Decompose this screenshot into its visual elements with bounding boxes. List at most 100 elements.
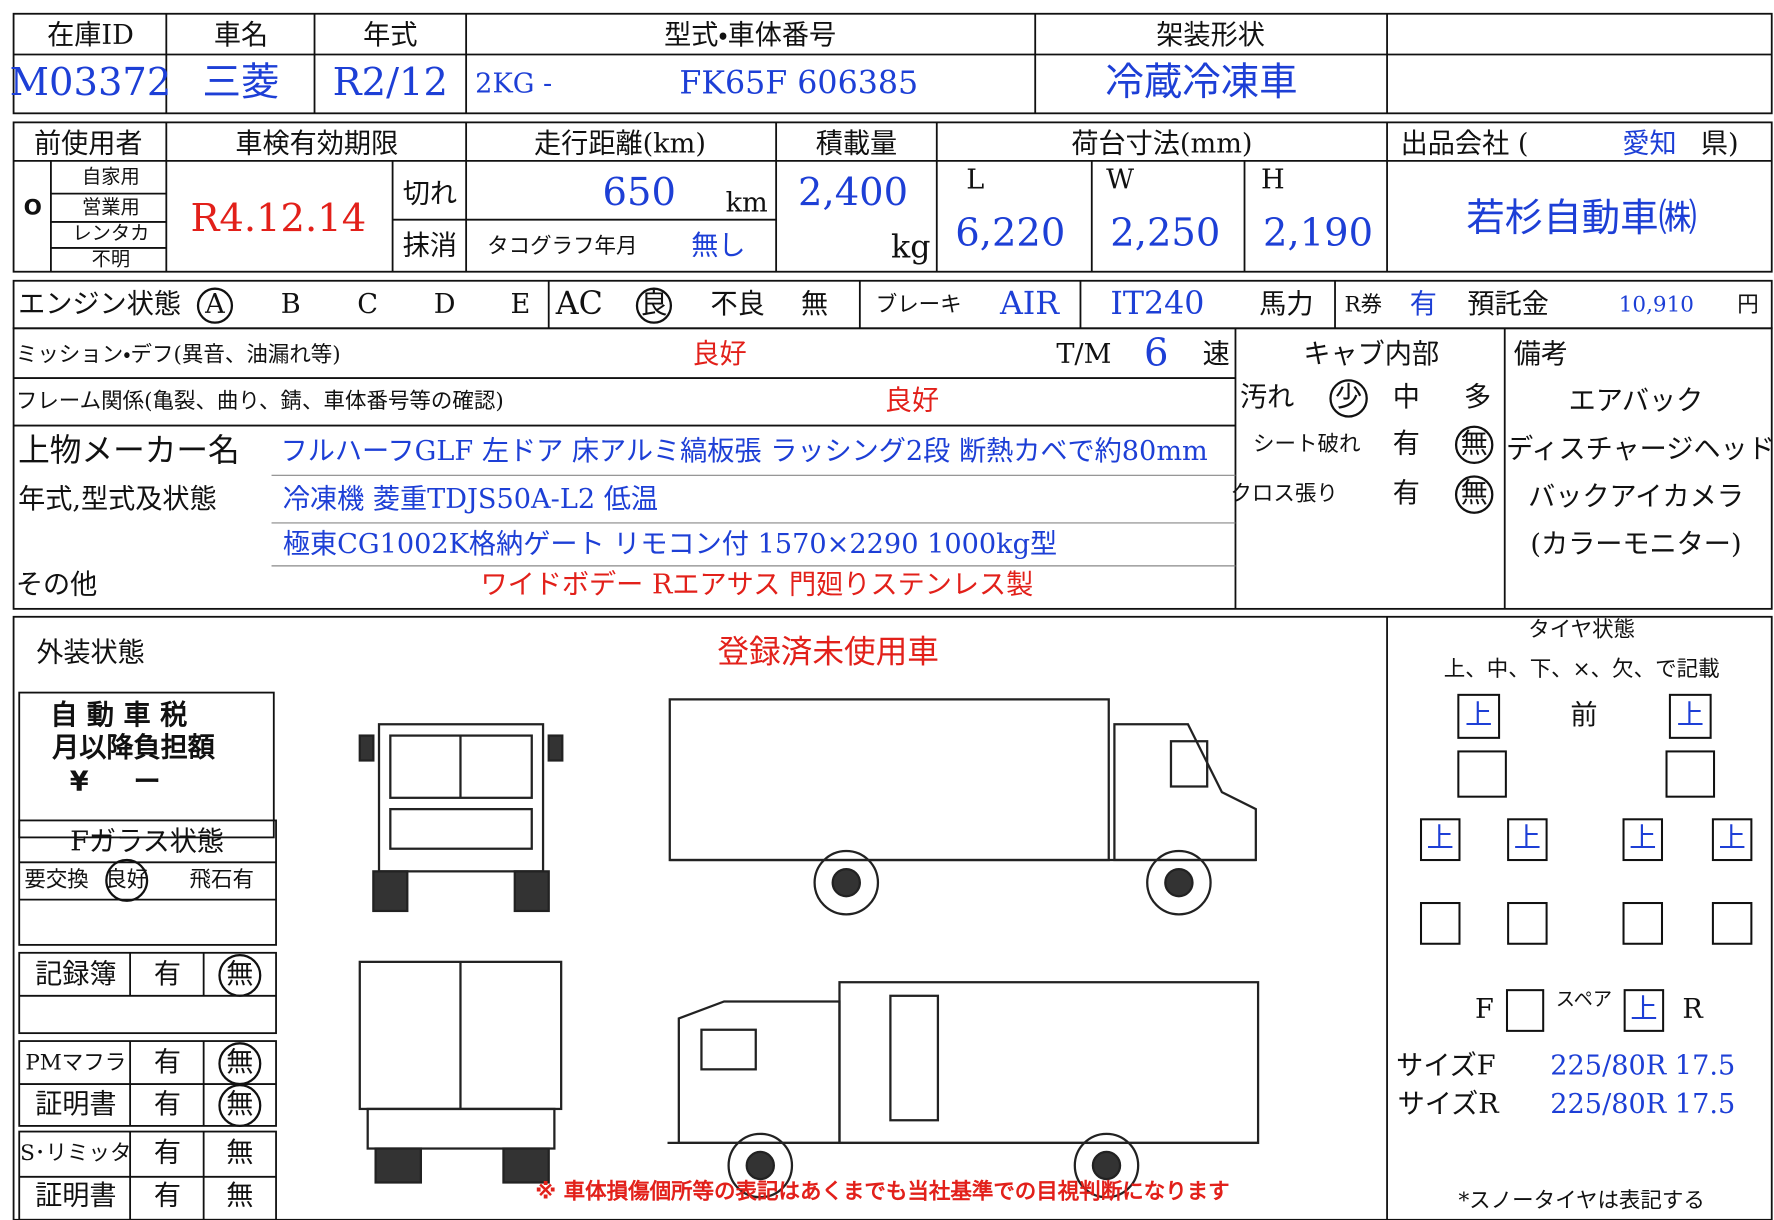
model-state: 極東CG1002K格納ゲート リモコン付 1570×2290 1000kg型 (283, 529, 1057, 560)
label: スペア (1556, 987, 1612, 1010)
label: エンジン状態 (18, 289, 181, 320)
label: 自 動 車 税 (50, 699, 187, 731)
option: 不明 (92, 247, 130, 270)
r-ticket: 有 (1410, 289, 1437, 320)
tire-state: 上 (1630, 994, 1657, 1025)
tachograph: 無し (691, 230, 745, 261)
label: 在庫ID (47, 20, 134, 51)
year: R2/12 (333, 60, 448, 105)
tire-state: 上 (1677, 700, 1704, 731)
label: 抹消 (403, 230, 457, 261)
grade: C (357, 289, 378, 320)
label: 証明書 (35, 1089, 116, 1120)
label: シート破れ (1253, 432, 1360, 457)
make: 三菱 (203, 60, 280, 105)
option: 少 (1335, 382, 1362, 413)
label: 月以降負担額 (51, 733, 216, 764)
label: L (966, 165, 984, 196)
label: 記録簿 (35, 959, 116, 990)
label: 走行距離(km) (534, 129, 706, 160)
frame: 良好 (885, 385, 939, 416)
grade: A (204, 289, 225, 320)
tire-state: 上 (1465, 700, 1492, 731)
texts: 在庫ID 車名 年式 型式・車体番号 架装形状 M03372 三菱 R2/12 … (10, 20, 1774, 1214)
option: 有 (154, 959, 181, 990)
label: F (1475, 994, 1494, 1025)
status: 登録済未使用車 (717, 635, 939, 671)
label: 年式 (363, 20, 417, 51)
option: 良好 (105, 867, 148, 892)
notice: ※ 車体損傷個所等の表記はあくまでも当社基準での目視判断になります (535, 1179, 1229, 1205)
model-state: 冷凍機 菱重TDJS50A-L2 低温 (283, 484, 658, 515)
option: 不良 (711, 289, 765, 320)
label: 積載量 (816, 129, 897, 160)
label: タコグラフ年月 (487, 234, 637, 259)
label: T/M (1056, 339, 1111, 370)
unit: 円 (1737, 293, 1758, 318)
label: 荷台寸法(mm) (1071, 129, 1252, 160)
option: 中 (1393, 382, 1420, 413)
unit: 速 (1203, 339, 1230, 370)
label: キャブ内部 (1303, 339, 1439, 370)
label: ミッション・デフ(異音、油漏れ等) (16, 342, 341, 367)
truck-drawings (358, 698, 1260, 1199)
grade: E (511, 289, 531, 320)
serial: FK65F 606385 (679, 66, 918, 102)
label: R券 (1344, 293, 1382, 318)
grid (12, 12, 1773, 1220)
option: 有 (154, 1138, 181, 1169)
bed-height: 2,190 (1263, 211, 1373, 256)
body-type: 冷蔵冷凍車 (1105, 60, 1297, 105)
label: 預託金 (1467, 289, 1548, 320)
body-maker: フルハーフGLF 左ドア 床アルミ縞板張 ラッシング2段 断熱カベで約80mm (281, 436, 1208, 467)
tire-state: 上 (1719, 823, 1746, 854)
inspection-expiry: R4.12.14 (190, 196, 366, 241)
label: ¥ (70, 767, 89, 798)
remark: ディスチャージヘッド (1506, 434, 1774, 465)
row-lines (271, 474, 1236, 567)
option: 無 (1461, 428, 1488, 459)
label: サイズF (1396, 1051, 1495, 1082)
label: 型式・車体番号 (664, 20, 836, 51)
label: 上、中、下、×、欠、で記載 (1444, 657, 1720, 682)
label: タイヤ状態 (1528, 617, 1635, 642)
label: 出品会社 ( (1401, 129, 1529, 160)
brake: AIR (999, 286, 1060, 322)
mark: O (24, 195, 42, 220)
option: 良 (640, 289, 667, 320)
label: ブレーキ (876, 293, 962, 318)
selection-circles (105, 287, 1494, 1128)
label: 前 (1570, 700, 1597, 731)
option: レンタカ (72, 221, 149, 244)
label: H (1261, 165, 1285, 196)
label: 車名 (214, 20, 268, 51)
option: 有 (154, 1047, 181, 1078)
deposit: 10,910 (1619, 293, 1694, 318)
company: 若杉自動車㈱ (1466, 196, 1697, 241)
unit: kg (891, 230, 930, 266)
tire-state: 上 (1427, 823, 1454, 854)
remark: バックアイカメラ (1528, 481, 1744, 512)
engine-model: IT240 (1110, 286, 1204, 322)
label: 証明書 (35, 1181, 116, 1212)
tire-boxes (1419, 693, 1753, 1032)
label: 切れ (403, 178, 457, 209)
other: ワイドボデー Rエアサス 門廻りステンレス製 (480, 570, 1033, 601)
label: その他 (16, 570, 97, 601)
label: 架装形状 (1156, 20, 1265, 51)
note: *スノータイヤは表記する (1458, 1189, 1704, 1214)
tire-size: 225/80R 17.5 (1550, 1051, 1735, 1082)
label: 汚れ (1240, 382, 1294, 413)
label: サイズR (1398, 1089, 1501, 1120)
option: 無 (226, 1089, 253, 1120)
tm: 6 (1144, 330, 1168, 375)
grade: D (434, 289, 456, 320)
option: 無 (226, 1138, 253, 1169)
label: フレーム関係(亀裂、曲り、錆、車体番号等の確認) (16, 389, 504, 414)
mission: 良好 (692, 339, 746, 370)
model-prefix: 2KG - (475, 69, 552, 100)
prefecture: 愛知 (1622, 129, 1676, 160)
label: R (1682, 994, 1704, 1025)
label: 馬力 (1259, 289, 1313, 320)
bed-length: 6,220 (955, 211, 1065, 256)
